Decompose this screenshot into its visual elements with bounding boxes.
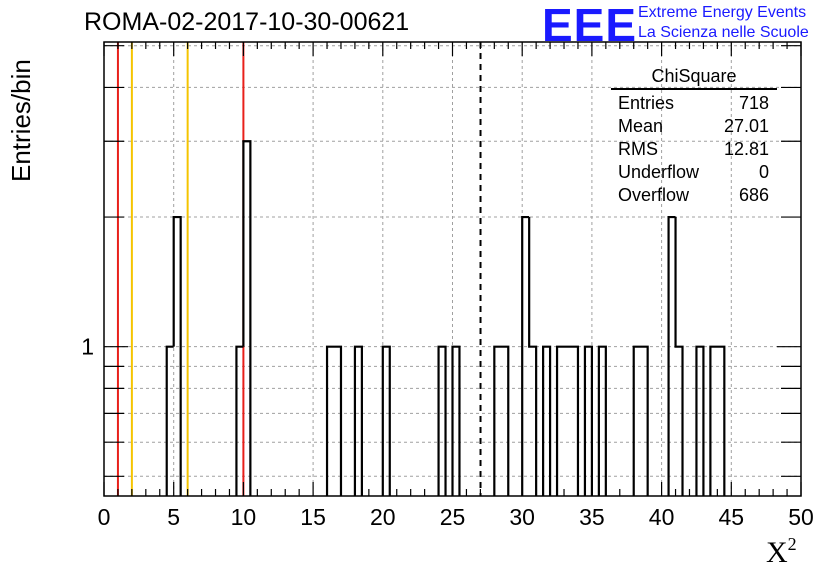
stats-header: ChiSquare: [611, 66, 777, 90]
stats-row: Underflow 0: [611, 161, 777, 184]
x-tick-label: 5: [167, 504, 180, 530]
chart-title: ROMA-02-2017-10-30-00621: [84, 8, 410, 36]
stats-row: RMS 12.81: [611, 138, 777, 161]
x-tick-label: 30: [509, 504, 535, 530]
stats-value: 27.01: [723, 116, 769, 136]
x-axis-label: X2: [766, 534, 797, 570]
stats-label: Overflow: [618, 185, 690, 205]
x-tick-label: 35: [579, 504, 605, 530]
y-axis-label: Entries/bin: [6, 59, 36, 182]
logo-line-1: Extreme Energy Events: [638, 4, 807, 21]
histogram-bars: [165, 140, 726, 496]
x-tick-label: 15: [300, 504, 326, 530]
x-tick-label: 10: [231, 504, 257, 530]
stats-box: ChiSquare Entries 718 Mean 27.01 RMS 12.81 …: [611, 66, 777, 207]
stats-label: Underflow: [618, 162, 700, 182]
stats-value: 12.81: [723, 139, 769, 159]
logo-line-2: La Scienza nelle Scuole: [638, 24, 809, 41]
stats-label: RMS: [618, 139, 658, 159]
y-axis-label-box: Entries/bin: [2, 42, 42, 182]
x-tick-label: 50: [788, 504, 814, 530]
stats-label: Entries: [618, 93, 675, 113]
stats-value: 718: [738, 93, 769, 113]
eee-logo: EEE: [542, 0, 638, 51]
marker-lines: [116, 42, 482, 496]
stats-row: Mean 27.01: [611, 115, 777, 138]
histogram-outline: [165, 140, 726, 496]
x-tick-label: 25: [440, 504, 466, 530]
logo-caption: Extreme Energy Events La Scienza nelle S…: [638, 3, 809, 43]
histogram-bin: [564, 347, 571, 496]
stats-row: Overflow 686: [611, 184, 777, 207]
axes: 0 5 10 15 20 25 30 35 40 45 50 1: [81, 41, 814, 530]
stats-value: 686: [738, 185, 769, 205]
stats-row: Entries 718: [611, 92, 777, 115]
x-tick-label: 0: [98, 504, 111, 530]
x-axis-label-base: X: [766, 536, 788, 569]
x-axis-label-sup: 2: [787, 534, 797, 554]
x-tick-label: 20: [370, 504, 396, 530]
stats-label: Mean: [618, 116, 664, 136]
y-tick-label: 1: [81, 334, 94, 360]
stats-value: 0: [758, 162, 769, 182]
x-tick-label: 40: [649, 504, 675, 530]
x-tick-label: 45: [719, 504, 745, 530]
